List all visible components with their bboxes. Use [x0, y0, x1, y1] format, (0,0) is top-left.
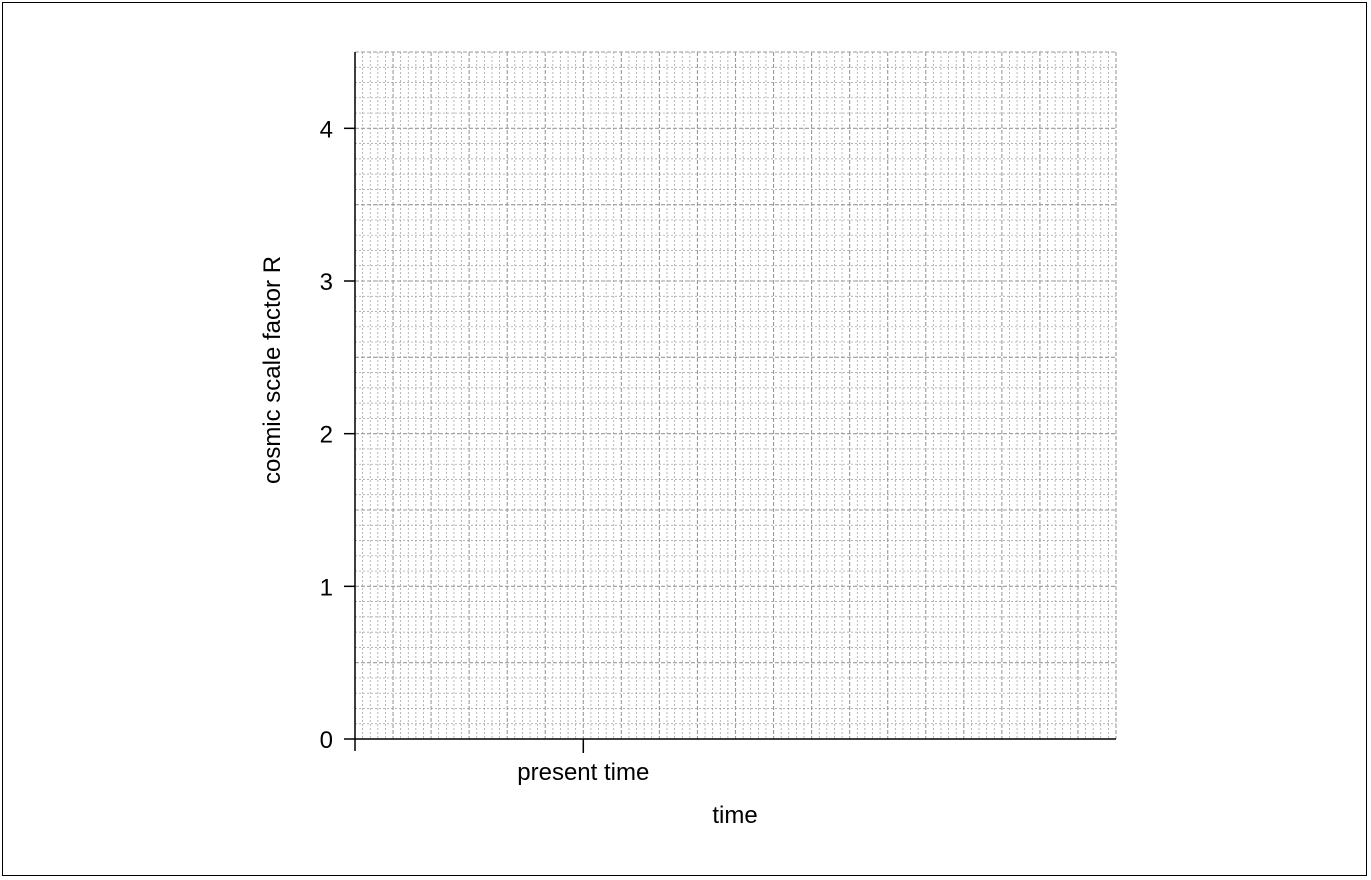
y-tick-label: 0 [320, 727, 333, 754]
y-tick-label: 3 [320, 269, 333, 296]
x-tick-label: present time [517, 759, 649, 786]
grid-lines [354, 51, 1117, 740]
y-tick-label: 4 [320, 116, 333, 143]
axes [354, 52, 1116, 751]
x-ticks: present time [517, 739, 649, 786]
y-tick-label: 1 [320, 574, 333, 601]
y-ticks: 0 1 2 3 4 [320, 116, 355, 754]
y-axis-label: cosmic scale factor R [259, 256, 286, 484]
x-axis-label: time [712, 802, 757, 829]
y-tick-label: 2 [320, 422, 333, 449]
